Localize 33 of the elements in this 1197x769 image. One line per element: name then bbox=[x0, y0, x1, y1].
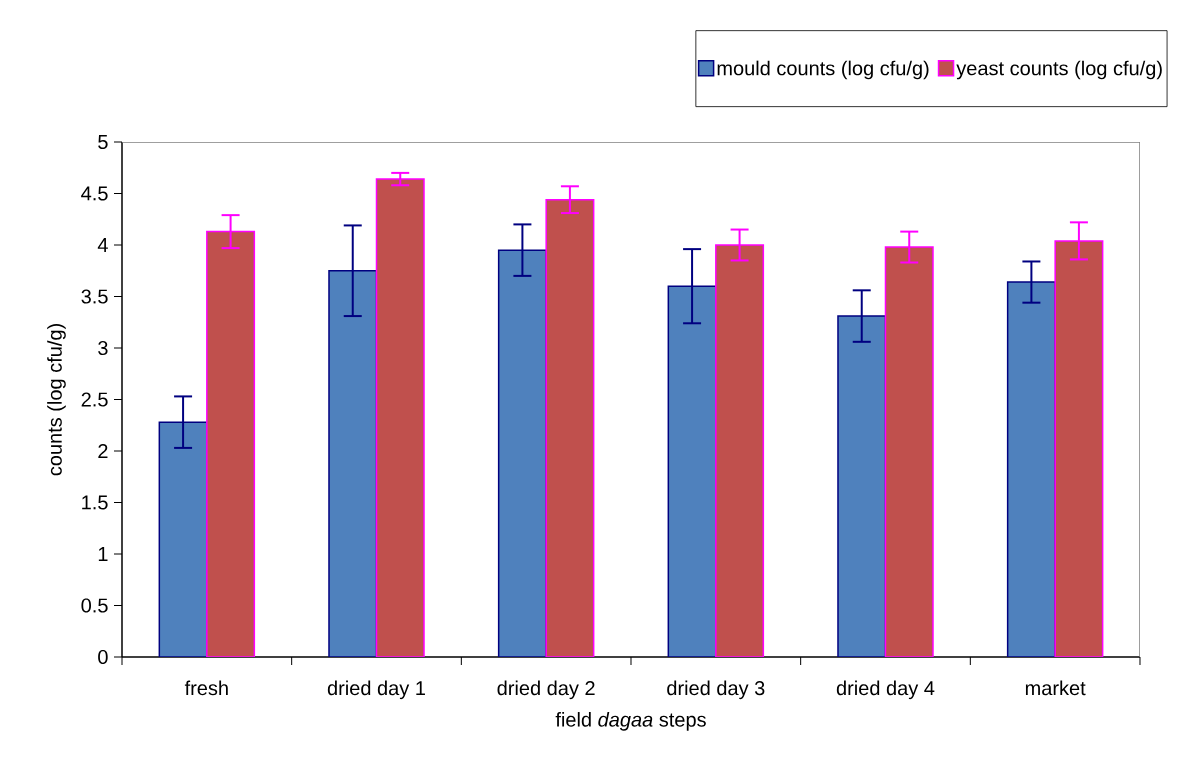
bar bbox=[497, 249, 547, 657]
x-tick-label: dried day 3 bbox=[667, 680, 765, 700]
bar bbox=[1054, 240, 1104, 657]
y-tick-label: 3.5 bbox=[81, 289, 108, 304]
x-tick-label: market bbox=[1025, 680, 1086, 696]
bar bbox=[837, 315, 887, 657]
bar bbox=[1006, 281, 1056, 657]
bar bbox=[206, 230, 256, 657]
x-tick-label: dried day 4 bbox=[836, 680, 935, 700]
bar bbox=[328, 270, 378, 657]
bar bbox=[158, 421, 208, 657]
legend-label: mould counts (log cfu/g) bbox=[717, 60, 929, 80]
y-tick-label: 1 bbox=[98, 547, 108, 561]
bar bbox=[715, 244, 765, 657]
y-axis-title: counts (log cfu/g) bbox=[47, 324, 66, 476]
y-tick-label: 5 bbox=[98, 135, 108, 149]
y-tick-label: 4 bbox=[97, 238, 108, 252]
y-tick-label: 0.5 bbox=[81, 598, 108, 613]
bar bbox=[375, 178, 425, 657]
y-tick-label: 4.5 bbox=[81, 186, 108, 201]
y-tick-label: 2 bbox=[98, 444, 108, 458]
bar bbox=[667, 285, 717, 657]
bar bbox=[545, 198, 595, 657]
x-tick-label: dried day 2 bbox=[497, 680, 595, 700]
bar bbox=[884, 246, 934, 657]
y-tick-label: 1.5 bbox=[82, 495, 108, 510]
y-tick-label: 3 bbox=[98, 340, 108, 356]
x-axis-title: field dagaa steps bbox=[555, 712, 706, 731]
legend-label: yeast counts (log cfu/g) bbox=[956, 60, 1162, 80]
x-tick-label: dried day 1 bbox=[327, 680, 425, 700]
y-tick-label: 2.5 bbox=[81, 392, 108, 407]
y-tick-label: 0 bbox=[98, 649, 108, 665]
x-tick-label: fresh bbox=[184, 680, 228, 696]
